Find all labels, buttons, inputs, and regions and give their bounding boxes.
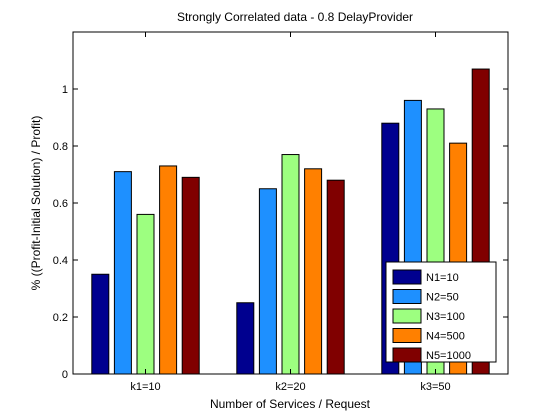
- bar: [281, 154, 300, 375]
- y-tick-label: 0.6: [53, 198, 68, 210]
- x-axis-label: Number of Services / Request: [210, 397, 371, 411]
- bar: [326, 179, 345, 375]
- y-axis-label: % ((Profit-Initial Solution) / Profit): [29, 116, 43, 291]
- legend-swatch: [392, 328, 422, 343]
- legend-swatch: [392, 269, 422, 285]
- x-tick-label: k3=50: [420, 381, 450, 393]
- legend-swatch: [392, 347, 422, 363]
- legend-label: N5=1000: [426, 350, 471, 362]
- bar: [304, 168, 323, 375]
- bar: [136, 213, 155, 375]
- legend-swatch: [392, 308, 422, 324]
- legend-label: N3=100: [426, 311, 465, 323]
- legend-label: N2=50: [426, 292, 459, 304]
- bar: [236, 302, 255, 375]
- bar: [258, 188, 277, 375]
- y-tick-label: 0: [62, 369, 68, 381]
- y-tick-label: 0.4: [53, 255, 68, 267]
- chart-title: Strongly Correlated data - 0.8 DelayProv…: [177, 10, 413, 24]
- legend-label: N1=10: [426, 272, 459, 284]
- bar: [91, 273, 110, 375]
- y-tick-label: 0.8: [53, 141, 68, 153]
- y-axis: 0 0.2 0.4 0.6 0.8 1: [53, 84, 508, 381]
- bar: [159, 165, 178, 375]
- x-axis: k1=10 k2=20 k3=50: [130, 32, 451, 393]
- bar: [181, 176, 200, 375]
- legend: N1=10 N2=50 N3=100 N4=500 N5=1000: [385, 261, 497, 363]
- y-tick-label: 0.2: [53, 312, 68, 324]
- y-tick-label: 1: [62, 84, 68, 96]
- x-tick-label: k2=20: [275, 381, 305, 393]
- x-tick-label: k1=10: [130, 381, 160, 393]
- legend-swatch: [392, 289, 422, 304]
- legend-label: N4=500: [426, 331, 465, 343]
- bar: [113, 171, 132, 375]
